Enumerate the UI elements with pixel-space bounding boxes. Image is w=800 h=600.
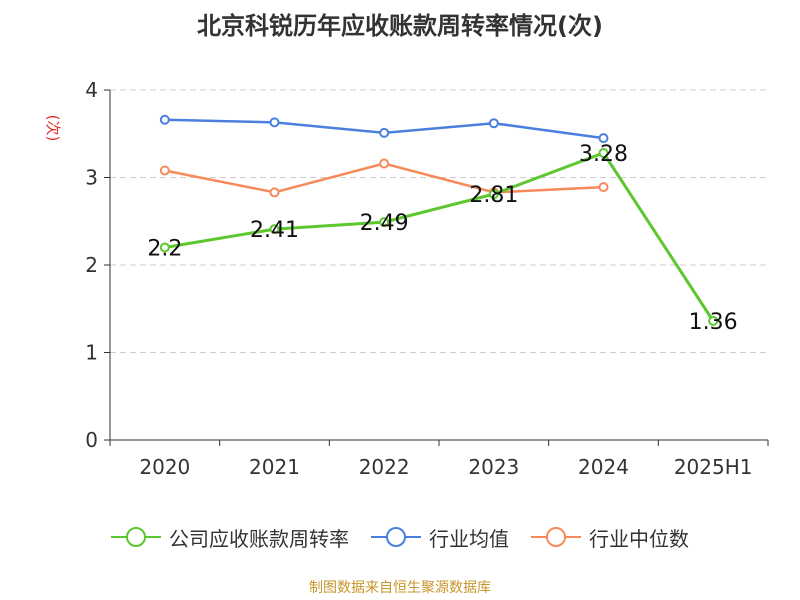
legend-marker-industry-median	[531, 527, 581, 547]
legend-item-company[interactable]: 公司应收账款周转率	[111, 523, 349, 552]
data-label: 2.2	[147, 237, 182, 262]
legend-label-company: 公司应收账款周转率	[169, 526, 349, 551]
x-tick-label: 2022	[359, 455, 410, 479]
data-point	[708, 316, 719, 326]
chart-title: 北京科锐历年应收账款周转率情况(次)	[197, 12, 603, 40]
data-point	[379, 127, 390, 138]
data-label: 3.28	[579, 142, 628, 167]
data-point	[159, 114, 170, 125]
legend-label-industry-median: 行业中位数	[589, 526, 689, 551]
x-tick-label: 2020	[139, 455, 190, 479]
data-point	[598, 148, 609, 158]
data-label: 2.81	[469, 183, 518, 208]
x-tick-label: 2021	[249, 455, 300, 479]
y-tick-label: 4	[85, 78, 98, 102]
y-tick-label: 3	[85, 166, 98, 190]
data-point	[159, 165, 170, 176]
data-point	[488, 189, 499, 200]
legend-marker-industry-avg	[371, 527, 421, 547]
data-label: 1.36	[689, 310, 738, 335]
data-point	[379, 217, 390, 228]
data-point	[488, 118, 499, 129]
legend-item-industry-median[interactable]: 行业中位数	[531, 523, 689, 552]
series-line-0	[164, 151, 715, 322]
legend-marker-company	[111, 527, 161, 547]
legend: 公司应收账款周转率 行业均值 行业中位数	[0, 520, 800, 554]
data-point	[598, 182, 609, 193]
y-tick-label: 0	[85, 428, 98, 452]
legend-label-industry-avg: 行业均值	[429, 526, 509, 551]
data-point	[379, 158, 390, 169]
data-label: 2.41	[250, 218, 299, 243]
x-tick-label: 2023	[468, 455, 519, 479]
data-label: 2.49	[360, 211, 409, 236]
legend-item-industry-avg[interactable]: 行业均值	[371, 523, 509, 552]
x-tick-label: 2025H1	[674, 455, 753, 479]
data-point	[598, 133, 609, 144]
y-tick-label: 1	[85, 341, 98, 365]
x-tick-label: 2024	[578, 455, 629, 479]
data-point	[269, 187, 280, 198]
data-point	[269, 224, 280, 235]
data-point	[159, 242, 170, 253]
y-tick-label: 2	[85, 253, 98, 277]
y-axis-unit-label: (次)	[44, 115, 62, 142]
data-point	[269, 117, 280, 128]
source-note: 制图数据来自恒生聚源数据库	[309, 580, 491, 596]
